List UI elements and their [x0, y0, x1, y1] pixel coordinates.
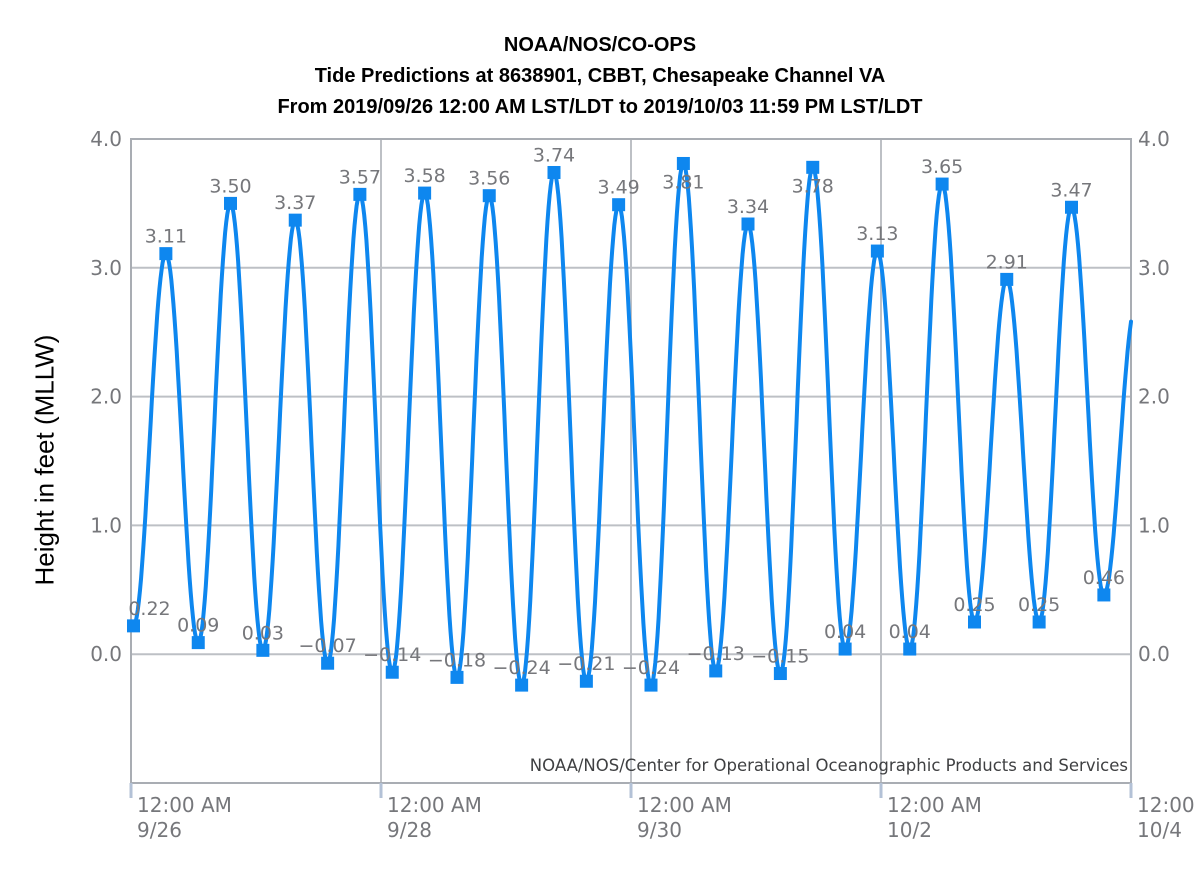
data-point-marker: [676, 156, 690, 170]
data-point-label: 3.58: [403, 165, 445, 187]
data-point-marker: [773, 667, 787, 681]
data-point-label: 3.50: [209, 175, 251, 197]
data-point-label: 3.11: [145, 226, 187, 248]
data-point-marker: [256, 643, 270, 657]
y-tick-label-right: 0.0: [1138, 642, 1170, 666]
data-point-label: 3.13: [856, 223, 898, 245]
data-point-label: 0.25: [1018, 594, 1060, 616]
data-point-marker: [515, 678, 529, 692]
data-point-marker: [644, 678, 658, 692]
data-point-label: −0.07: [299, 635, 357, 657]
x-tick-date-label: 10/4: [1137, 818, 1182, 842]
data-point-marker: [579, 674, 593, 688]
data-point-marker: [127, 619, 140, 633]
data-point-marker: [418, 186, 432, 200]
data-point-label: 0.25: [953, 594, 995, 616]
data-point-marker: [612, 198, 626, 212]
data-point-marker: [224, 196, 237, 210]
chart-header: NOAA/NOS/CO-OPS Tide Predictions at 8638…: [0, 30, 1200, 123]
data-point-marker: [903, 642, 917, 656]
data-point-label: 2.91: [986, 251, 1028, 273]
x-tick-time-label: 12:00 AM: [637, 793, 732, 817]
data-point-marker: [482, 189, 496, 203]
x-tick-date-label: 10/2: [887, 818, 932, 842]
data-point-label: 3.78: [792, 175, 834, 197]
data-point-label: −0.18: [428, 649, 486, 671]
data-point-label: 3.74: [533, 144, 575, 166]
data-point-marker: [288, 213, 302, 227]
data-point-label: 3.65: [921, 156, 963, 178]
data-point-marker: [450, 670, 464, 684]
data-point-label: 0.46: [1083, 567, 1125, 589]
data-point-marker: [321, 656, 335, 670]
data-point-marker: [935, 177, 949, 191]
data-point-label: −0.21: [557, 653, 615, 675]
data-point-marker: [1000, 272, 1014, 286]
y-tick-label-left: 3.0: [90, 256, 122, 280]
y-tick-label-right: 3.0: [1138, 256, 1170, 280]
data-point-marker: [709, 664, 723, 678]
data-point-label: 0.09: [177, 615, 219, 637]
data-point-marker: [1032, 615, 1046, 629]
data-point-marker: [1065, 200, 1078, 214]
x-tick-time-label: 12:00 AM: [887, 793, 982, 817]
y-tick-label-right: 1.0: [1138, 513, 1170, 537]
data-point-marker: [191, 636, 205, 650]
data-point-marker: [806, 160, 820, 174]
y-tick-label-right: 4.0: [1138, 127, 1170, 151]
data-point-marker: [870, 244, 884, 258]
data-point-label: 3.56: [468, 168, 510, 190]
data-point-label: −0.15: [751, 646, 809, 668]
data-point-marker: [741, 217, 755, 231]
y-tick-label-right: 2.0: [1138, 385, 1170, 409]
data-point-label: 0.04: [824, 621, 866, 643]
data-point-marker: [1097, 588, 1111, 602]
x-tick-date-label: 9/26: [137, 818, 182, 842]
x-tick-date-label: 9/30: [637, 818, 682, 842]
data-point-label: 3.57: [339, 166, 381, 188]
data-point-label: −0.24: [493, 657, 551, 679]
data-point-marker: [159, 247, 173, 261]
data-point-label: −0.24: [622, 657, 680, 679]
y-tick-label-left: 2.0: [90, 385, 122, 409]
chart-subtitle: Tide Predictions at 8638901, CBBT, Chesa…: [314, 65, 886, 87]
data-point-marker: [353, 187, 367, 201]
data-point-label: 0.04: [889, 621, 931, 643]
data-point-label: 3.47: [1050, 179, 1092, 201]
y-tick-label-left: 0.0: [90, 642, 122, 666]
data-point-label: 0.03: [242, 622, 284, 644]
x-tick-time-label: 12:00: [1137, 793, 1195, 817]
data-point-marker: [968, 615, 981, 629]
data-point-marker: [547, 165, 561, 179]
x-tick-time-label: 12:00 AM: [137, 793, 232, 817]
tide-curve: [131, 161, 1133, 688]
attribution-text: NOAA/NOS/Center for Operational Oceanogr…: [530, 756, 1128, 775]
data-point-label: 3.37: [274, 192, 316, 214]
data-point-marker: [838, 642, 852, 656]
data-point-label: −0.13: [687, 643, 745, 665]
data-point-marker: [385, 665, 399, 679]
data-point-label: −0.14: [363, 644, 421, 666]
data-point-label: 3.81: [662, 171, 704, 193]
chart-period: From 2019/09/26 12:00 AM LST/LDT to 2019…: [277, 96, 923, 118]
y-tick-label-left: 4.0: [90, 127, 122, 151]
chart-title: NOAA/NOS/CO-OPS: [503, 34, 697, 56]
data-point-label: 0.22: [128, 598, 170, 620]
x-tick-time-label: 12:00 AM: [387, 793, 482, 817]
data-point-label: 3.34: [727, 196, 769, 218]
y-tick-label-left: 1.0: [90, 513, 122, 537]
data-point-label: 3.49: [597, 177, 639, 199]
x-tick-date-label: 9/28: [387, 818, 432, 842]
